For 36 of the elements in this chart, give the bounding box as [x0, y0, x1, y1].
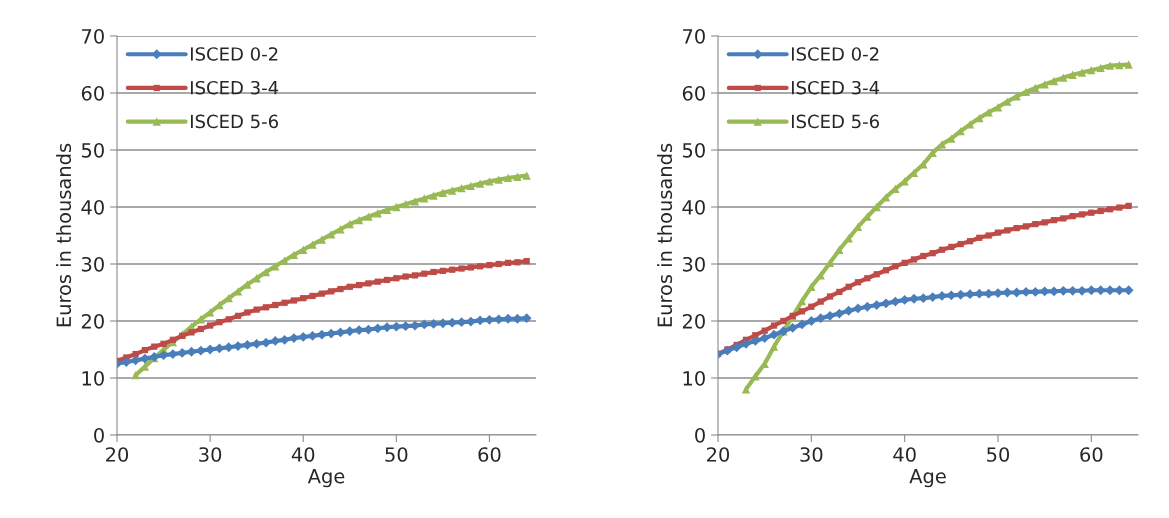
y-tick-label: 70: [683, 28, 705, 44]
y-tick-label: 60: [682, 85, 705, 101]
x-tick-label: 30: [800, 447, 823, 462]
y-axis-title: Euros in thousands: [56, 143, 72, 327]
legend-label: ISCED 5-6: [190, 114, 279, 129]
x-tick-label: 60: [478, 447, 501, 462]
y-axis-title: Euros in thousands: [657, 143, 673, 327]
legend-label: ISCED 3-4: [190, 80, 279, 95]
legend-label: ISCED 0-2: [791, 47, 879, 61]
y-tick-label: 0: [695, 427, 705, 443]
x-tick-label: 40: [291, 447, 315, 462]
y-tick-label: 0: [94, 427, 104, 443]
x-tick-label: 20: [707, 447, 730, 462]
y-tick-label: 20: [682, 313, 705, 329]
x-tick-label: 50: [987, 447, 1010, 462]
x-tick-label: 60: [1080, 447, 1103, 462]
legend-label: ISCED 5-6: [791, 114, 880, 129]
x-tick-label: 20: [106, 447, 129, 462]
y-tick-label: 20: [81, 313, 104, 329]
x-axis-title: Age: [307, 469, 345, 488]
legend-label: ISCED 0-2: [190, 47, 278, 61]
y-tick-label: 70: [82, 28, 104, 44]
x-tick-label: 30: [199, 447, 222, 462]
x-tick-label: 50: [385, 447, 408, 462]
y-tick-label: 60: [81, 85, 104, 101]
y-tick-label: 10: [683, 370, 705, 386]
y-tick-label: 40: [682, 199, 705, 215]
y-tick-label: 10: [82, 370, 104, 386]
x-tick-label: 40: [893, 447, 916, 462]
x-axis-title: Age: [909, 469, 946, 488]
y-tick-label: 40: [81, 199, 104, 215]
y-tick-label: 30: [682, 256, 705, 272]
y-tick-label: 30: [81, 256, 104, 272]
y-tick-label: 50: [81, 142, 104, 158]
legend-label: ISCED 3-4: [791, 80, 880, 95]
y-tick-label: 50: [682, 142, 705, 158]
